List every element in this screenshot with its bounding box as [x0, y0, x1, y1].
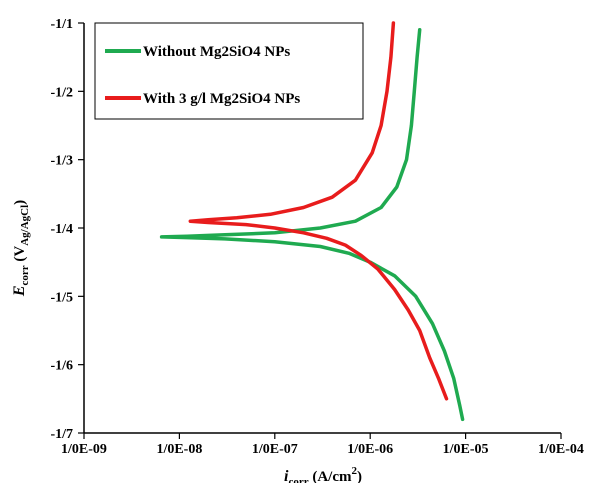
x-tick-label: 1/0E-05 [443, 442, 489, 457]
legend-label-with: With 3 g/l Mg2SiO4 NPs [143, 91, 300, 107]
y-tick-label: -1/6 [50, 359, 73, 374]
x-tick-label: 1/0E-08 [156, 442, 202, 457]
series-line-without [159, 28, 465, 422]
y-axis-title: Ecorr (VAg/AgCl) [11, 200, 31, 297]
x-tick-label: 1/0E-09 [61, 442, 107, 457]
y-tick-label: -1/3 [50, 154, 73, 169]
legend: Without Mg2SiO4 NPs With 3 g/l Mg2SiO4 N… [94, 22, 364, 120]
series-layer [159, 21, 465, 422]
y-tick-label: -1/7 [50, 427, 73, 442]
series-line-with [188, 21, 449, 401]
legend-box [94, 22, 364, 120]
y-tick-label: -1/1 [50, 17, 73, 32]
y-tick-label: -1/4 [50, 222, 73, 237]
y-tick-label: -1/5 [50, 290, 73, 305]
x-axis-title: icorr (A/cm2) [284, 465, 362, 483]
legend-label-without: Without Mg2SiO4 NPs [143, 44, 290, 60]
x-axis: 1/0E-09 1/0E-08 1/0E-07 1/0E-06 1/0E-05 1/0E-… [61, 433, 584, 457]
x-tick-label: 1/0E-07 [252, 442, 298, 457]
y-tick-label: -1/2 [50, 85, 73, 100]
x-tick-label: 1/0E-04 [538, 442, 584, 457]
x-tick-label: 1/0E-06 [347, 442, 393, 457]
y-axis: -1/1 -1/2 -1/3 -1/4 -1/5 -1/6 -1/7 [50, 17, 84, 442]
